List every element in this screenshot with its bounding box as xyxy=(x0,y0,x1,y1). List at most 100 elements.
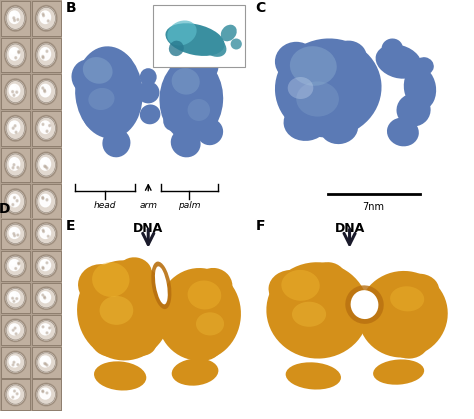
Circle shape xyxy=(18,263,20,265)
Ellipse shape xyxy=(83,57,112,84)
Circle shape xyxy=(46,130,48,132)
Circle shape xyxy=(15,57,17,59)
Circle shape xyxy=(36,287,57,309)
Circle shape xyxy=(6,44,25,66)
Circle shape xyxy=(18,52,20,54)
Circle shape xyxy=(13,300,15,302)
Circle shape xyxy=(5,383,26,406)
Circle shape xyxy=(37,289,55,308)
Ellipse shape xyxy=(345,285,384,324)
Circle shape xyxy=(41,85,46,91)
Circle shape xyxy=(37,44,55,66)
Ellipse shape xyxy=(165,23,225,56)
Ellipse shape xyxy=(275,39,382,137)
Circle shape xyxy=(5,79,26,104)
Circle shape xyxy=(41,12,46,18)
Circle shape xyxy=(5,189,26,215)
Ellipse shape xyxy=(311,262,345,289)
Circle shape xyxy=(36,5,57,31)
Ellipse shape xyxy=(169,41,184,56)
Ellipse shape xyxy=(390,328,428,359)
Circle shape xyxy=(47,20,49,22)
Circle shape xyxy=(42,197,44,199)
Circle shape xyxy=(40,48,51,60)
Bar xyxy=(32,347,61,378)
Circle shape xyxy=(40,388,51,399)
Circle shape xyxy=(18,262,19,264)
Circle shape xyxy=(36,319,57,341)
Circle shape xyxy=(42,390,44,392)
Circle shape xyxy=(37,256,55,276)
Ellipse shape xyxy=(75,47,143,138)
Circle shape xyxy=(10,325,15,330)
Ellipse shape xyxy=(191,52,219,80)
Ellipse shape xyxy=(401,274,439,305)
Circle shape xyxy=(40,356,51,367)
Circle shape xyxy=(14,125,16,127)
Ellipse shape xyxy=(77,260,171,360)
Bar xyxy=(1,1,30,36)
Circle shape xyxy=(44,89,46,91)
Text: F: F xyxy=(256,219,265,233)
Circle shape xyxy=(41,389,46,394)
Ellipse shape xyxy=(137,81,159,103)
Circle shape xyxy=(14,19,16,21)
Ellipse shape xyxy=(78,264,125,307)
Ellipse shape xyxy=(286,320,328,355)
Bar xyxy=(1,251,30,281)
Bar xyxy=(1,111,30,145)
Circle shape xyxy=(10,85,15,91)
Circle shape xyxy=(45,166,46,168)
Circle shape xyxy=(12,364,14,366)
Ellipse shape xyxy=(107,53,133,79)
Circle shape xyxy=(41,260,46,265)
Circle shape xyxy=(37,117,55,140)
Bar xyxy=(1,283,30,313)
Circle shape xyxy=(37,191,55,213)
Circle shape xyxy=(46,364,48,366)
Circle shape xyxy=(9,292,20,303)
Bar xyxy=(32,184,61,219)
Circle shape xyxy=(13,164,15,166)
Circle shape xyxy=(10,357,15,362)
Bar xyxy=(32,1,61,36)
Ellipse shape xyxy=(118,257,152,287)
Ellipse shape xyxy=(195,268,232,303)
Text: B: B xyxy=(66,1,76,15)
Bar xyxy=(1,184,30,219)
Bar xyxy=(1,347,30,378)
Circle shape xyxy=(41,292,46,297)
Circle shape xyxy=(10,158,15,164)
Circle shape xyxy=(45,363,46,365)
Circle shape xyxy=(15,267,17,269)
Text: DNA: DNA xyxy=(335,222,365,235)
Circle shape xyxy=(14,390,15,392)
Ellipse shape xyxy=(128,331,156,356)
Ellipse shape xyxy=(296,81,339,116)
Circle shape xyxy=(47,235,49,237)
Ellipse shape xyxy=(390,286,424,311)
Text: C: C xyxy=(256,1,266,15)
Ellipse shape xyxy=(92,262,129,297)
Ellipse shape xyxy=(171,129,201,158)
Circle shape xyxy=(6,191,25,213)
Circle shape xyxy=(5,5,26,31)
Circle shape xyxy=(37,80,55,103)
Circle shape xyxy=(15,333,17,335)
Circle shape xyxy=(5,42,26,68)
Bar xyxy=(32,38,61,72)
Circle shape xyxy=(46,199,48,201)
Circle shape xyxy=(10,12,15,18)
Circle shape xyxy=(49,124,51,127)
Circle shape xyxy=(46,167,48,169)
Circle shape xyxy=(9,324,20,335)
Circle shape xyxy=(5,287,26,309)
Ellipse shape xyxy=(404,66,436,110)
Ellipse shape xyxy=(373,360,424,385)
Circle shape xyxy=(41,158,46,164)
Bar xyxy=(32,283,61,313)
Circle shape xyxy=(14,327,16,329)
Circle shape xyxy=(9,260,20,271)
Circle shape xyxy=(17,364,19,366)
Circle shape xyxy=(5,116,26,141)
